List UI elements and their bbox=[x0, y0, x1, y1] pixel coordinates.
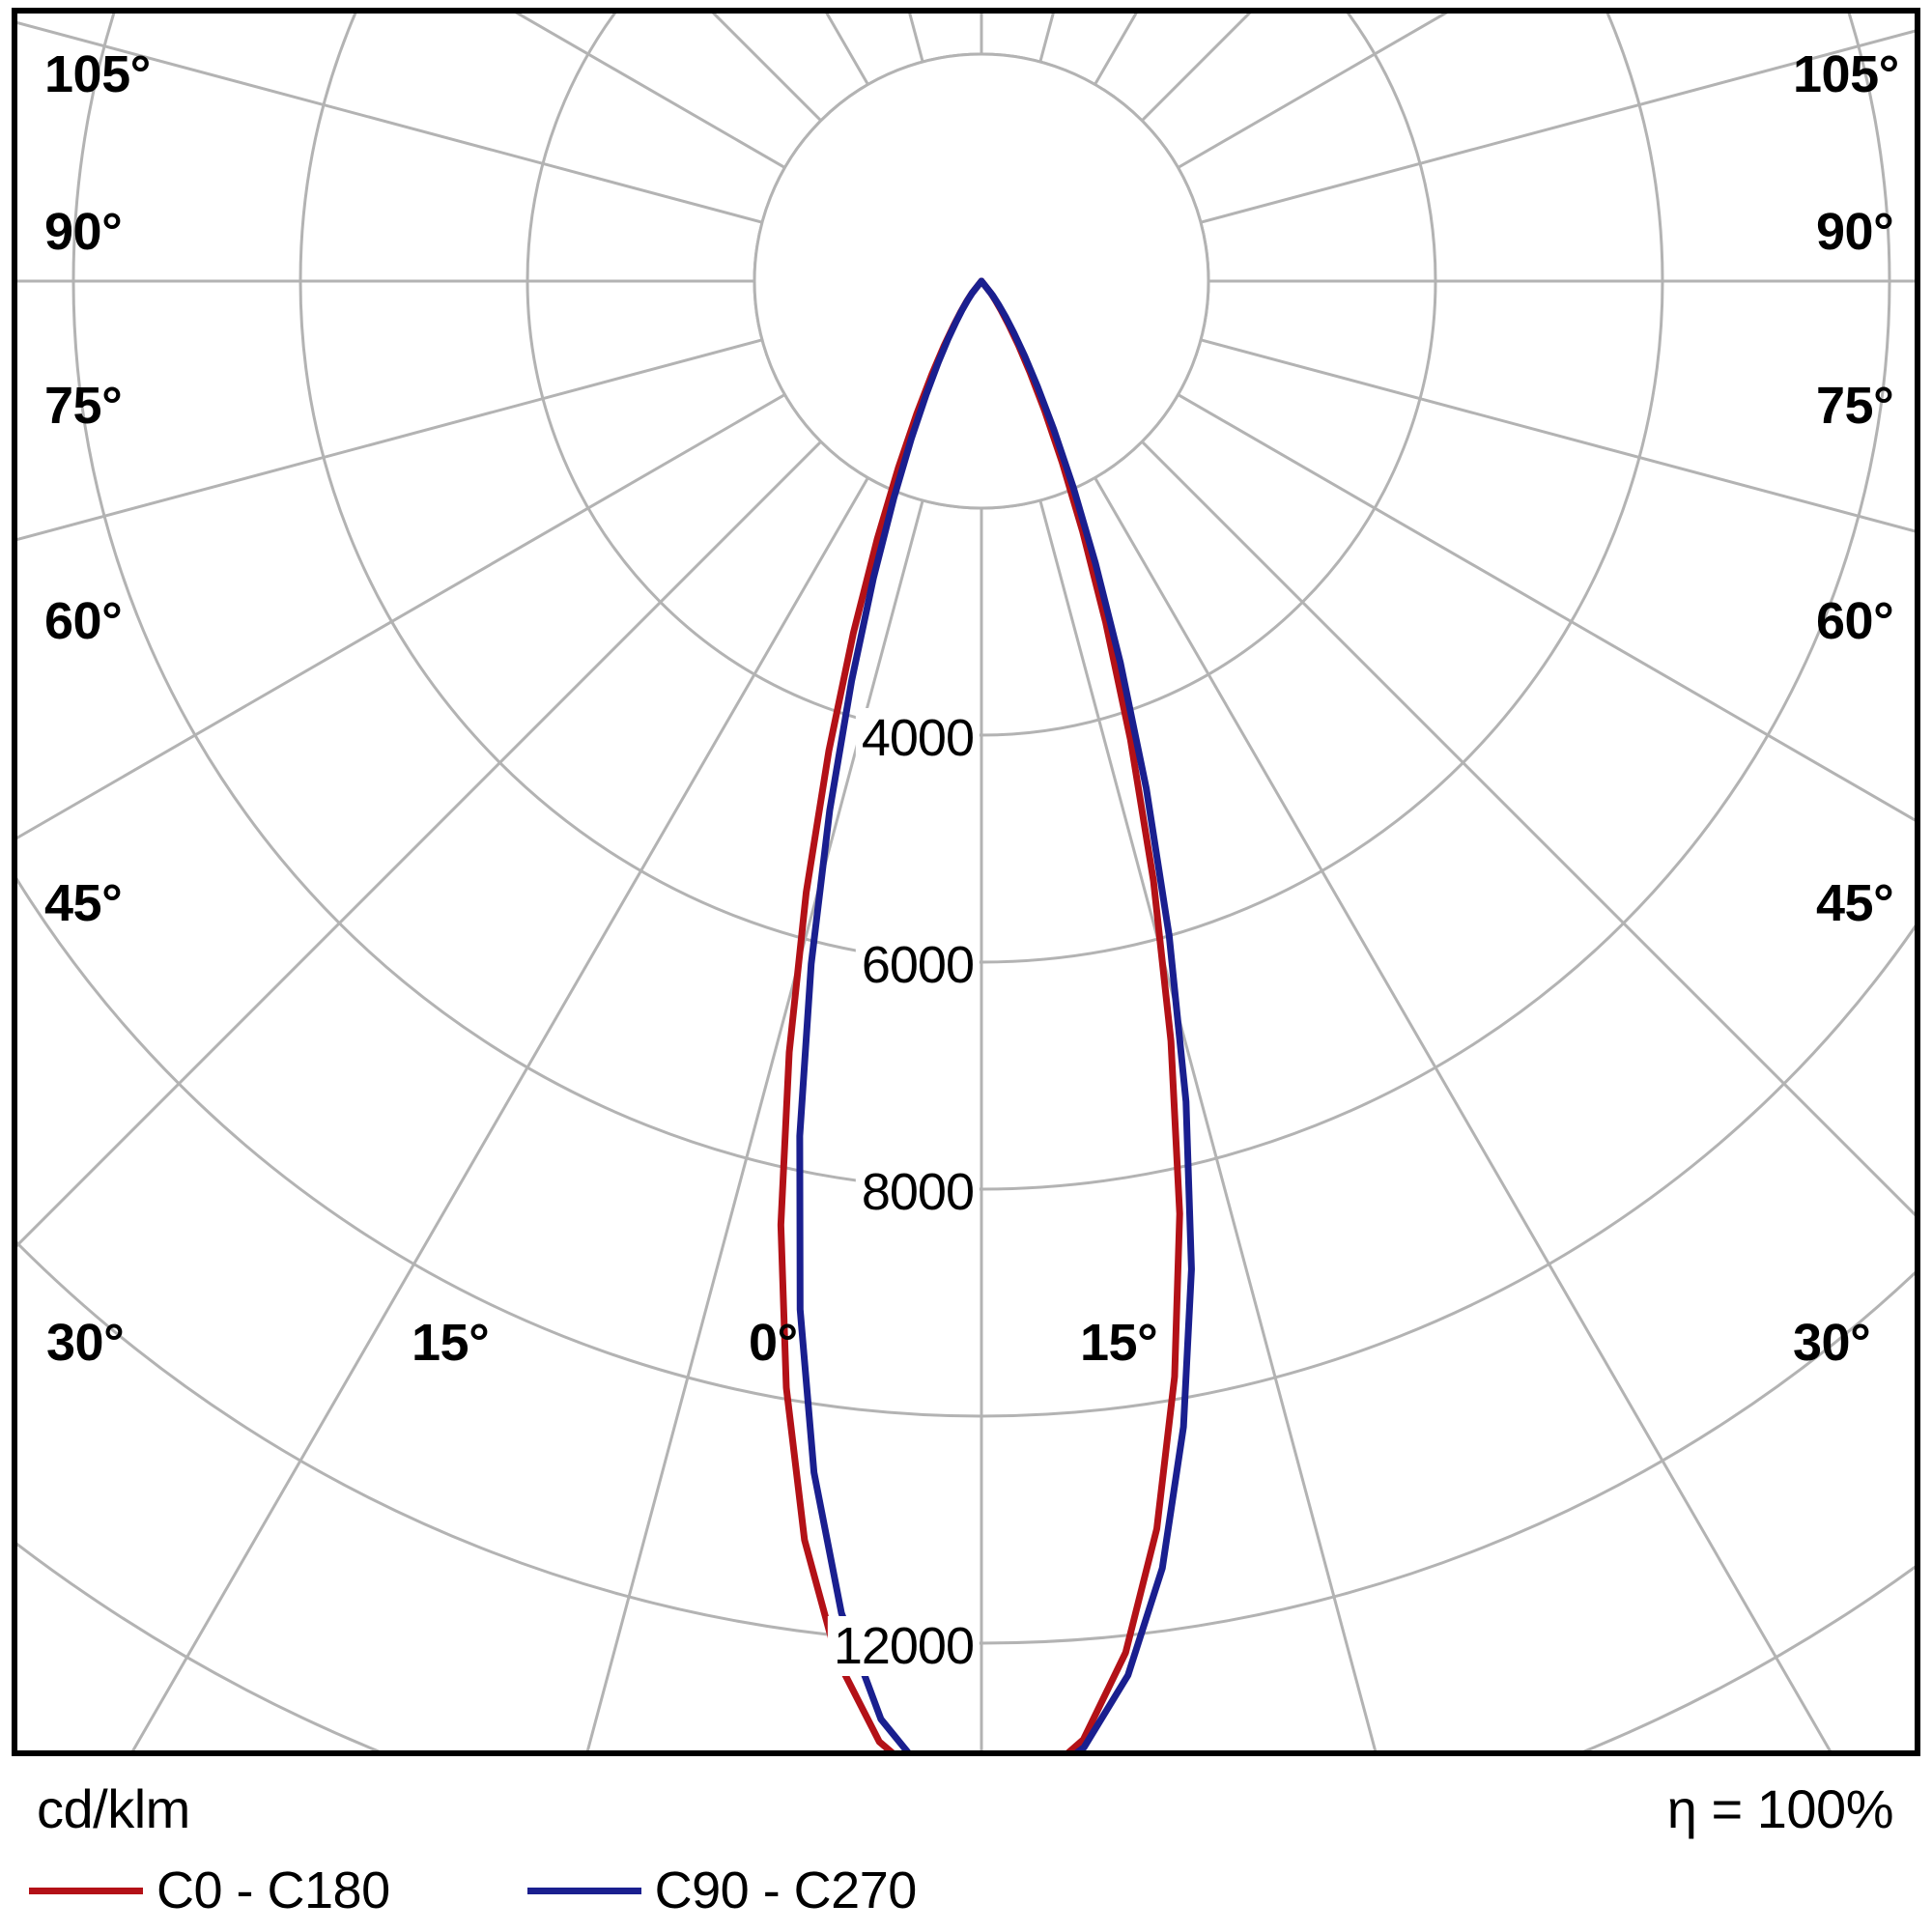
distribution-curves bbox=[777, 277, 1195, 1750]
radial-tick-label-6000: 6000 bbox=[855, 935, 980, 995]
legend-item-c90-c270: C90 - C270 bbox=[526, 1861, 918, 1920]
legend-label-c90-c270: C90 - C270 bbox=[654, 1861, 918, 1919]
legend-label-c0-c180: C0 - C180 bbox=[156, 1861, 390, 1919]
radial-tick-label-4000: 4000 bbox=[855, 708, 980, 768]
angle-label-right-90deg: 90° bbox=[1816, 203, 1894, 261]
legend-item-c0-c180: C0 - C180 bbox=[29, 1861, 390, 1920]
angle-label-left-45deg: 45° bbox=[44, 874, 123, 932]
efficiency-label: η = 100% bbox=[1666, 1778, 1894, 1839]
radial-tick-label-12000: 12000 bbox=[827, 1616, 980, 1676]
angle-label-bottom-0: 30° bbox=[46, 1314, 125, 1372]
angle-label-left-105deg: 105° bbox=[44, 45, 151, 103]
legend-swatch-c90-c270 bbox=[526, 1887, 641, 1894]
polar-grid bbox=[17, 14, 1915, 1750]
angle-label-right-60deg: 60° bbox=[1816, 592, 1894, 650]
angle-label-left-60deg: 60° bbox=[44, 592, 123, 650]
angle-label-left-90deg: 90° bbox=[44, 203, 123, 261]
angle-label-bottom-3: 15° bbox=[1080, 1314, 1158, 1372]
legend-swatch-c0-c180 bbox=[29, 1887, 143, 1894]
radial-tick-label-8000: 8000 bbox=[855, 1162, 980, 1222]
angle-label-bottom-2: 0° bbox=[749, 1314, 798, 1372]
angle-label-bottom-4: 30° bbox=[1793, 1314, 1871, 1372]
angle-label-right-45deg: 45° bbox=[1816, 874, 1894, 932]
angle-label-left-75deg: 75° bbox=[44, 377, 123, 435]
unit-label: cd/klm bbox=[37, 1778, 190, 1839]
legend-area: cd/klm η = 100% C0 - C180 C90 - C270 bbox=[0, 1756, 1932, 1932]
angle-label-right-105deg: 105° bbox=[1793, 45, 1899, 103]
plot-frame: 4000 6000 8000 12000 105° 90° 75° 60° 45° 105° 90°… bbox=[12, 8, 1920, 1756]
polar-grid-and-curves bbox=[17, 14, 1915, 1750]
angle-label-right-75deg: 75° bbox=[1816, 377, 1894, 435]
angle-label-bottom-1: 15° bbox=[412, 1314, 490, 1372]
legend-entries: C0 - C180 C90 - C270 bbox=[29, 1861, 917, 1920]
